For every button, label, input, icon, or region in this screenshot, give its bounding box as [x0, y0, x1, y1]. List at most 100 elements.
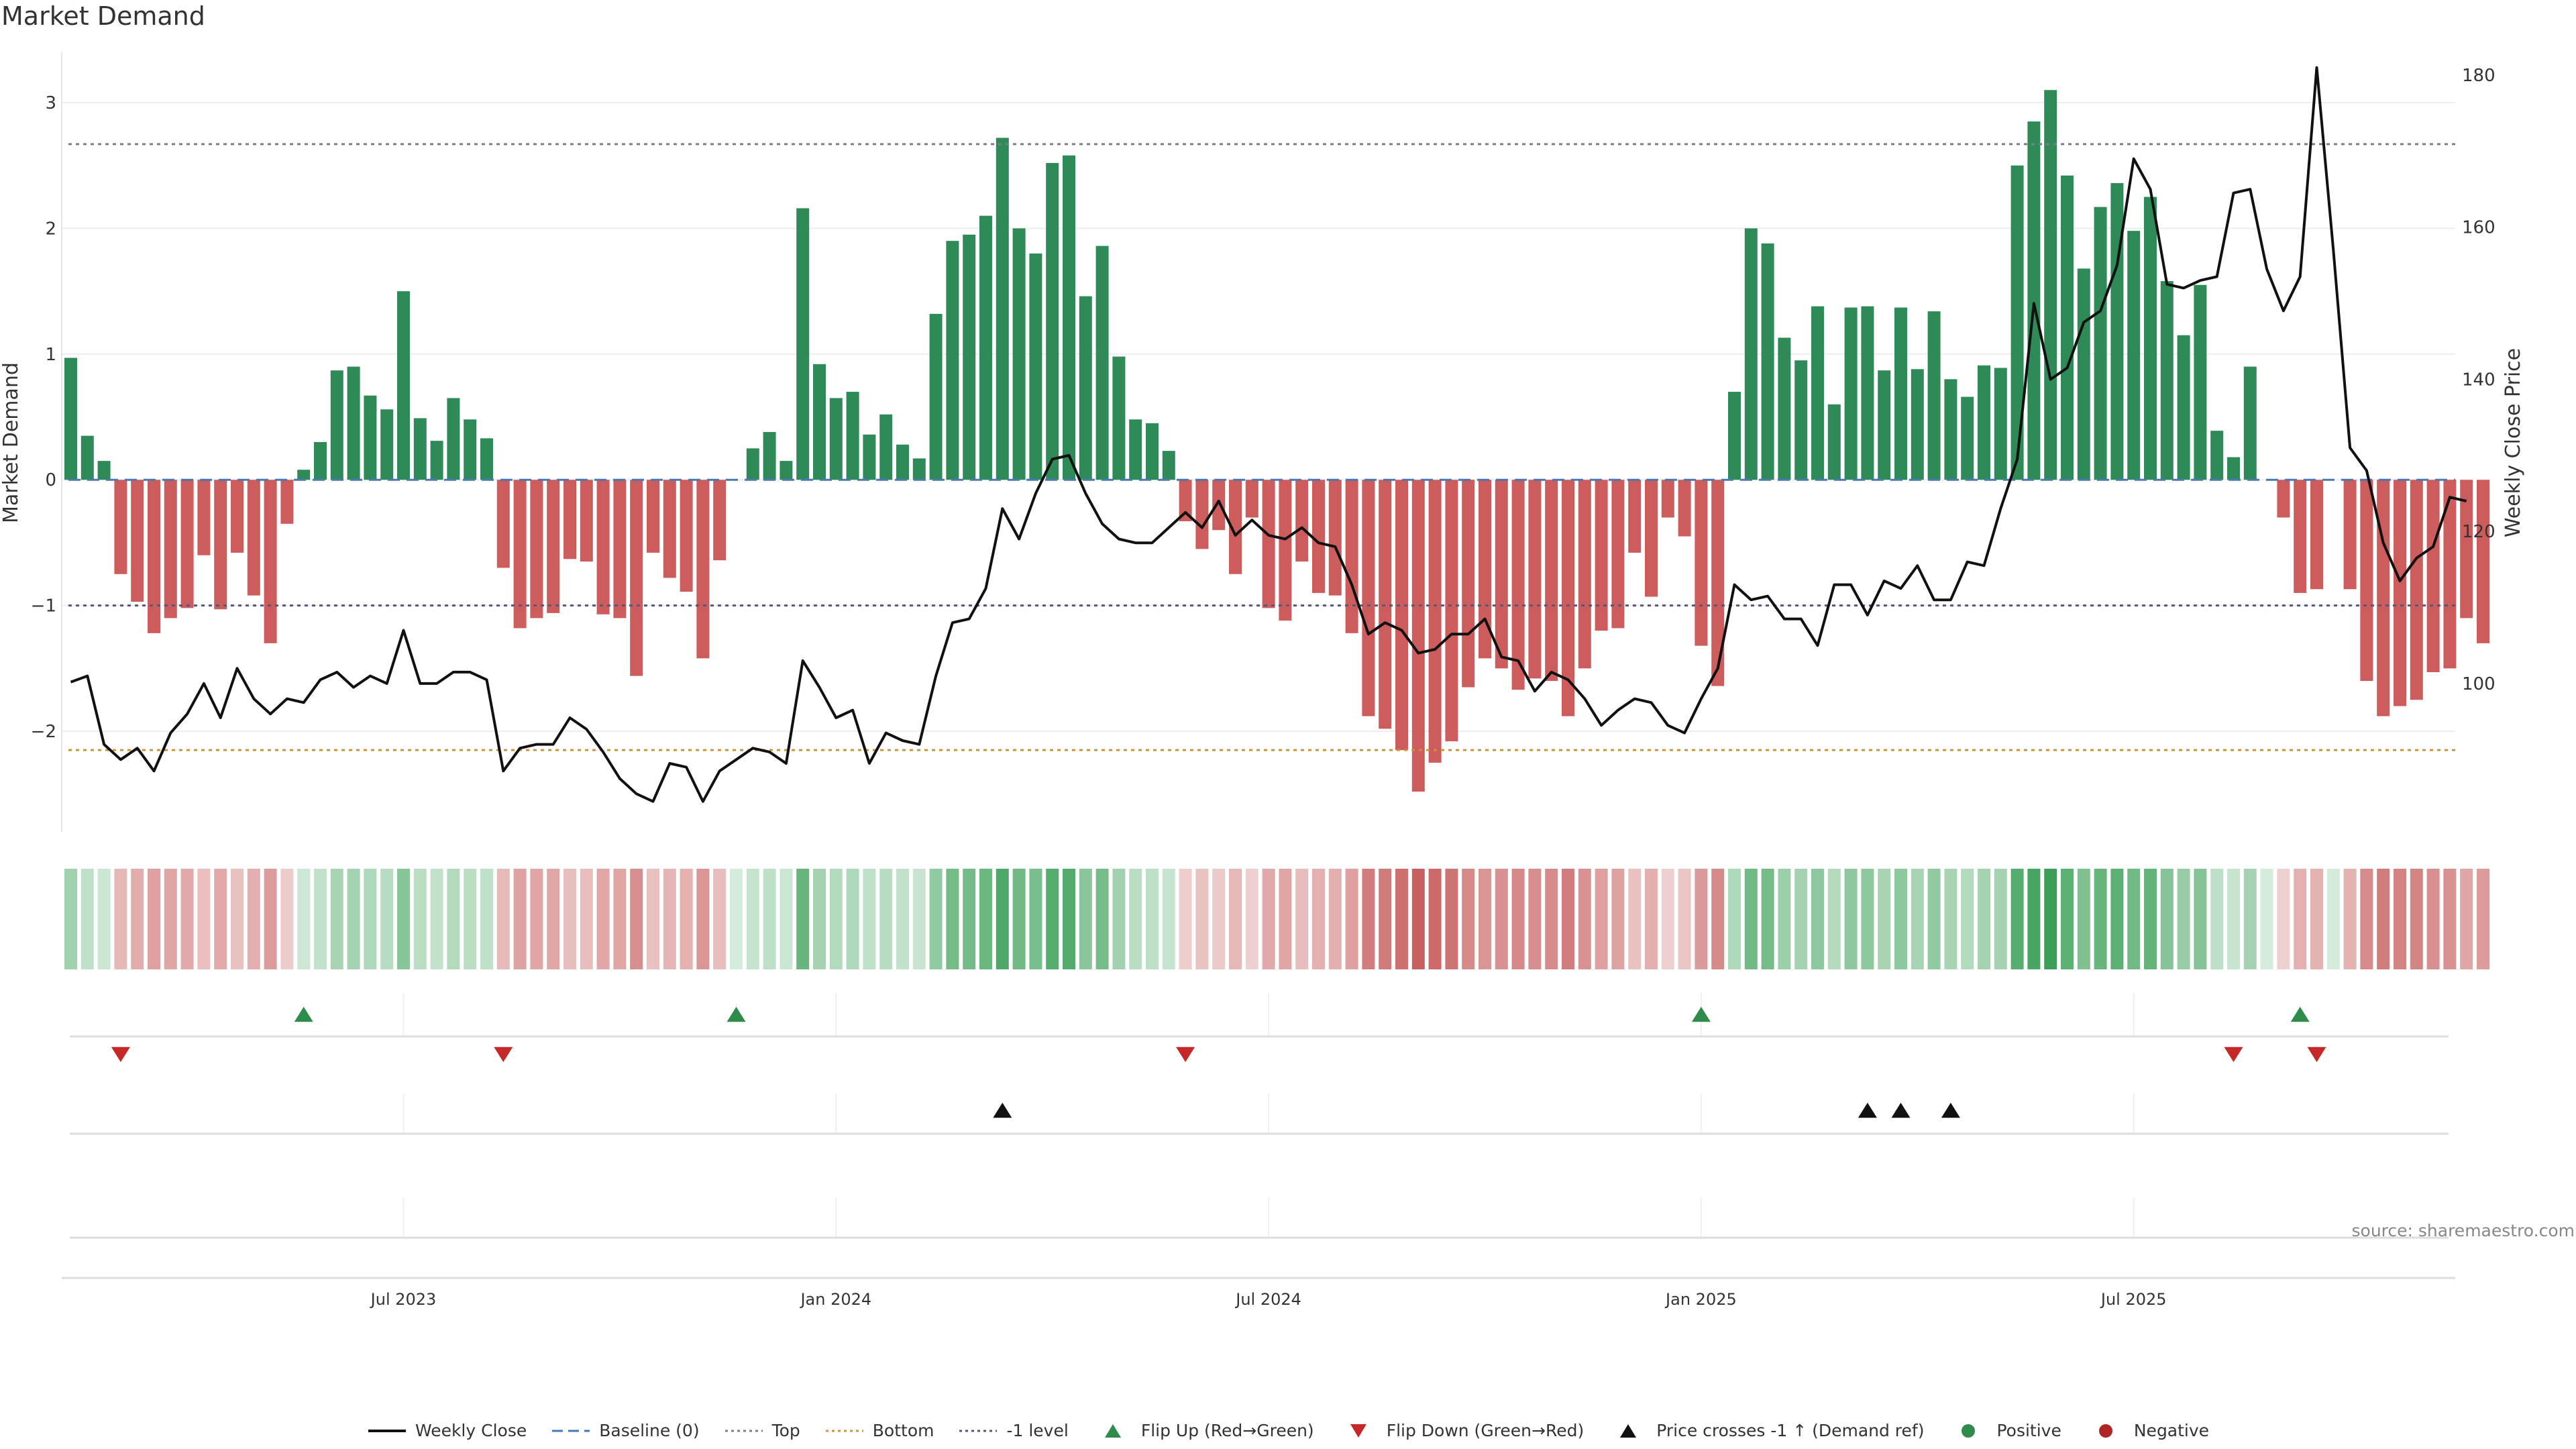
heat-cell: [2310, 869, 2323, 969]
legend-item: -1 level: [958, 1421, 1069, 1440]
y-left-tick-label: 3: [45, 93, 56, 113]
x-tick-label: Jan 2024: [799, 1290, 871, 1309]
demand-bar: [97, 461, 111, 480]
legend-dot: [1962, 1424, 1976, 1438]
demand-bar: [1978, 365, 1990, 480]
heat-cell: [896, 869, 909, 969]
heat-cell: [613, 869, 627, 969]
heat-cell: [863, 869, 876, 969]
heat-cell: [2477, 869, 2489, 969]
demand-bar: [2044, 90, 2057, 480]
x-axis: Jul 2023 Jan 2024 Jul 2024 Jan 2025 Jul 2025: [62, 1277, 2455, 1309]
demand-bar: [180, 480, 194, 608]
flip-up-marker: [294, 1006, 313, 1022]
heat-cell: [2460, 869, 2473, 969]
demand-heat-strip: [64, 869, 2489, 969]
heat-cell: [1262, 869, 1275, 969]
demand-bar: [1811, 306, 1824, 480]
demand-bar: [247, 480, 260, 596]
heat-cell: [1661, 869, 1674, 969]
demand-bar: [1528, 480, 1542, 679]
demand-bar: [979, 215, 992, 480]
demand-bar: [796, 208, 810, 480]
demand-bar: [1878, 370, 1891, 480]
y-left-tick-label: 1: [45, 345, 56, 365]
demand-bar: [613, 480, 627, 619]
demand-bar: [1661, 480, 1674, 518]
demand-bar: [1162, 451, 1175, 480]
heat-cell: [530, 869, 543, 969]
demand-bar: [2426, 480, 2440, 672]
demand-bar: [1063, 155, 1075, 480]
demand-bar: [1279, 480, 1292, 621]
heat-cell: [1728, 869, 1741, 969]
heat-cell: [929, 869, 943, 969]
heat-cell: [1878, 869, 1891, 969]
heat-cell: [696, 869, 710, 969]
demand-bar: [1095, 246, 1109, 480]
demand-bar: [1827, 404, 1841, 480]
heat-cell: [1578, 869, 1591, 969]
demand-bar: [1944, 379, 1957, 480]
heat-cell: [330, 869, 343, 969]
heat-cell: [1961, 869, 1974, 969]
demand-bar: [1728, 392, 1741, 480]
source-credit: source: sharemaestro.com: [2351, 1221, 2575, 1240]
heat-cell: [2044, 869, 2057, 969]
y-right-tick-label: 120: [2462, 522, 2496, 542]
demand-bar: [1495, 480, 1508, 669]
demand-bar: [879, 414, 893, 480]
demand-bar: [1328, 480, 1342, 596]
demand-bar: [1229, 480, 1242, 574]
flip-down-marker: [2307, 1046, 2326, 1063]
demand-bar: [231, 480, 244, 553]
demand-bar: [1927, 311, 1941, 480]
demand-bar: [64, 358, 77, 480]
demand-bar: [131, 480, 144, 602]
heat-cell: [763, 869, 776, 969]
y-left-tick-label: −2: [31, 722, 56, 742]
heat-cell: [1462, 869, 1475, 969]
y-right-tick-label: 140: [2462, 370, 2496, 390]
heat-cell: [879, 869, 893, 969]
heat-cell: [946, 869, 959, 969]
heat-cell: [1095, 869, 1109, 969]
heat-cell: [1778, 869, 1791, 969]
demand-bar: [813, 364, 826, 480]
demand-bar: [1844, 307, 1858, 480]
demand-bar: [647, 480, 659, 553]
heat-cell: [2394, 869, 2406, 969]
demand-bar: [2460, 480, 2473, 619]
demand-bar: [1195, 480, 1209, 549]
heat-cell: [1212, 869, 1226, 969]
heat-cell: [1794, 869, 1808, 969]
legend-label: Flip Down (Green→Red): [1386, 1421, 1585, 1440]
demand-bar: [1129, 419, 1142, 480]
heat-cell: [513, 869, 527, 969]
legend-symbol: [368, 1429, 406, 1432]
demand-bar: [1628, 480, 1642, 553]
demand-bar: [946, 241, 959, 480]
heat-cell: [1695, 869, 1708, 969]
legend-label: Bottom: [872, 1421, 934, 1440]
demand-bar: [996, 138, 1009, 480]
demand-bar: [896, 444, 909, 480]
demand-bar: [1545, 480, 1558, 682]
heat-cell: [1012, 869, 1026, 969]
heat-cell: [963, 869, 976, 969]
demand-bar: [1362, 480, 1375, 716]
heat-cell: [730, 869, 743, 969]
demand-bar: [197, 480, 211, 555]
demand-bar: [680, 480, 693, 592]
heat-cell: [1844, 869, 1858, 969]
demand-bar: [1312, 480, 1325, 593]
y-right-tick-label: 160: [2462, 218, 2496, 238]
demand-bar: [80, 435, 94, 480]
demand-bar: [1711, 480, 1725, 686]
legend-triangle-up: [1104, 1424, 1121, 1438]
heat-cell: [1245, 869, 1258, 969]
heat-cell: [1645, 869, 1658, 969]
demand-bar: [2377, 480, 2390, 716]
heat-cell: [1711, 869, 1725, 969]
